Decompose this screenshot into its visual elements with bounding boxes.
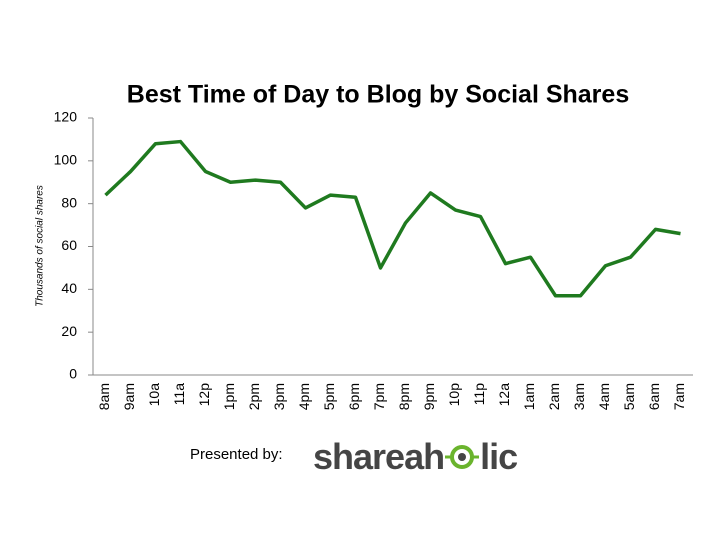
x-tick-label: 2am bbox=[546, 383, 562, 410]
x-tick-label: 9am bbox=[121, 383, 137, 410]
x-tick-label: 1am bbox=[521, 383, 537, 410]
x-tick-label: 4am bbox=[596, 383, 612, 410]
x-tick-label: 11a bbox=[171, 383, 187, 406]
x-tick-label: 6am bbox=[646, 383, 662, 410]
logo: shareah lic bbox=[313, 432, 518, 482]
y-tick-label: 40 bbox=[61, 280, 77, 296]
x-tick-label: 5pm bbox=[321, 383, 337, 410]
x-tick-label: 1pm bbox=[221, 383, 237, 410]
chart-title: Best Time of Day to Blog by Social Share… bbox=[127, 81, 629, 109]
y-tick-label: 120 bbox=[54, 109, 78, 125]
x-tick-label: 10p bbox=[446, 383, 462, 407]
y-tick-label: 100 bbox=[54, 152, 78, 168]
x-tick-label: 10a bbox=[146, 383, 162, 407]
presented-by: Presented by: bbox=[190, 446, 283, 463]
x-tick-label: 8am bbox=[96, 383, 112, 410]
x-tick-label: 4pm bbox=[296, 383, 312, 410]
x-tick-label: 2pm bbox=[246, 383, 262, 410]
y-tick-label: 0 bbox=[69, 366, 77, 382]
line bbox=[104, 139, 681, 298]
x-tick-label: 3pm bbox=[271, 383, 287, 410]
y-tick-label: 60 bbox=[61, 237, 77, 253]
logo-icon bbox=[445, 445, 480, 469]
logo-text: lic bbox=[480, 436, 518, 477]
x-tick-label: 12p bbox=[196, 383, 212, 407]
y-tick-label: 80 bbox=[61, 194, 77, 210]
y-axis-label: Thousands of social shares bbox=[35, 185, 46, 307]
y-tick-label: 20 bbox=[61, 323, 77, 339]
x-tick-label: 5am bbox=[621, 383, 637, 410]
x-tick-label: 3am bbox=[571, 383, 587, 410]
x-tick-label: 9pm bbox=[421, 383, 437, 410]
x-tick-label: 7pm bbox=[371, 383, 387, 410]
x-tick-label: 7am bbox=[671, 383, 687, 410]
logo-text: shareah bbox=[313, 436, 445, 477]
x-tick-label: 12a bbox=[496, 383, 512, 407]
x-tick-label: 6pm bbox=[346, 383, 362, 410]
x-tick-label: 8pm bbox=[396, 383, 412, 410]
x-tick-label: 11p bbox=[471, 383, 487, 406]
